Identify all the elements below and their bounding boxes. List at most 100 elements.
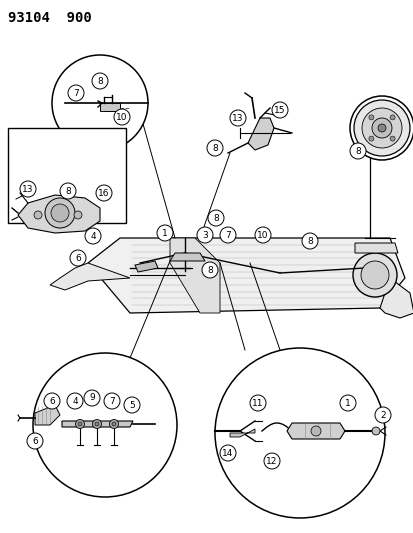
Text: 10: 10: [116, 112, 128, 122]
Circle shape: [27, 433, 43, 449]
Circle shape: [85, 228, 101, 244]
Polygon shape: [230, 429, 254, 437]
Text: 11: 11: [252, 399, 263, 408]
Circle shape: [95, 422, 99, 426]
Circle shape: [45, 198, 75, 228]
Circle shape: [20, 181, 36, 197]
Circle shape: [202, 262, 218, 278]
Text: 2: 2: [379, 410, 385, 419]
Circle shape: [371, 427, 379, 435]
Circle shape: [389, 115, 394, 120]
Circle shape: [207, 210, 223, 226]
Circle shape: [361, 108, 401, 148]
Polygon shape: [88, 238, 404, 313]
Circle shape: [44, 393, 60, 409]
Circle shape: [360, 261, 388, 289]
Text: 4: 4: [72, 397, 78, 406]
Text: 8: 8: [97, 77, 102, 85]
Circle shape: [67, 393, 83, 409]
Text: 14: 14: [222, 448, 233, 457]
Text: 6: 6: [49, 397, 55, 406]
Circle shape: [263, 453, 279, 469]
Circle shape: [51, 204, 69, 222]
Circle shape: [96, 185, 112, 201]
Text: 9: 9: [89, 393, 95, 402]
Polygon shape: [50, 263, 130, 290]
Text: 8: 8: [213, 214, 218, 222]
Text: 12: 12: [266, 456, 277, 465]
Circle shape: [34, 211, 42, 219]
Circle shape: [377, 124, 385, 132]
Text: 3: 3: [202, 230, 207, 239]
Circle shape: [114, 109, 130, 125]
Circle shape: [368, 136, 373, 141]
Circle shape: [78, 422, 82, 426]
Text: 8: 8: [211, 143, 217, 152]
Text: 13: 13: [232, 114, 243, 123]
Circle shape: [52, 55, 147, 151]
Circle shape: [219, 227, 235, 243]
Polygon shape: [170, 253, 204, 261]
Circle shape: [75, 419, 84, 429]
Text: 7: 7: [109, 397, 114, 406]
Text: 1: 1: [344, 399, 350, 408]
Circle shape: [254, 227, 271, 243]
Polygon shape: [100, 103, 120, 111]
Circle shape: [374, 407, 390, 423]
Circle shape: [206, 140, 223, 156]
Text: 6: 6: [32, 437, 38, 446]
Text: 6: 6: [75, 254, 81, 262]
Text: 4: 4: [90, 231, 95, 240]
Text: 93104  900: 93104 900: [8, 11, 92, 25]
Polygon shape: [135, 261, 158, 272]
Circle shape: [352, 253, 396, 297]
Text: 13: 13: [22, 184, 34, 193]
Circle shape: [249, 395, 266, 411]
Circle shape: [389, 136, 394, 141]
Circle shape: [124, 397, 140, 413]
Circle shape: [70, 250, 86, 266]
Circle shape: [33, 353, 177, 497]
Polygon shape: [62, 421, 133, 427]
Text: 5: 5: [129, 400, 135, 409]
Circle shape: [368, 115, 373, 120]
Text: 16: 16: [98, 189, 109, 198]
Polygon shape: [247, 118, 273, 150]
Polygon shape: [18, 195, 100, 233]
Text: 10: 10: [256, 230, 268, 239]
Circle shape: [230, 110, 245, 126]
Circle shape: [68, 85, 84, 101]
Circle shape: [92, 419, 101, 429]
Text: 8: 8: [65, 187, 71, 196]
Circle shape: [197, 227, 212, 243]
Circle shape: [301, 233, 317, 249]
Circle shape: [339, 395, 355, 411]
Circle shape: [104, 393, 120, 409]
Text: 15: 15: [273, 106, 285, 115]
Text: 7: 7: [73, 88, 79, 98]
Text: 7: 7: [225, 230, 230, 239]
Polygon shape: [286, 423, 344, 439]
Circle shape: [353, 100, 409, 156]
Circle shape: [92, 73, 108, 89]
Circle shape: [109, 419, 118, 429]
Bar: [8, 128, 126, 223]
Circle shape: [214, 348, 384, 518]
Circle shape: [349, 143, 365, 159]
Polygon shape: [354, 243, 397, 253]
Text: 1: 1: [162, 229, 167, 238]
Polygon shape: [379, 278, 413, 318]
Circle shape: [157, 225, 173, 241]
Circle shape: [371, 118, 391, 138]
Circle shape: [310, 426, 320, 436]
Circle shape: [112, 422, 116, 426]
Circle shape: [84, 390, 100, 406]
Polygon shape: [170, 238, 219, 313]
Polygon shape: [35, 405, 60, 425]
Text: 8: 8: [306, 237, 312, 246]
Text: 8: 8: [354, 147, 360, 156]
Circle shape: [349, 96, 413, 160]
Circle shape: [219, 445, 235, 461]
Circle shape: [74, 211, 82, 219]
Circle shape: [60, 183, 76, 199]
